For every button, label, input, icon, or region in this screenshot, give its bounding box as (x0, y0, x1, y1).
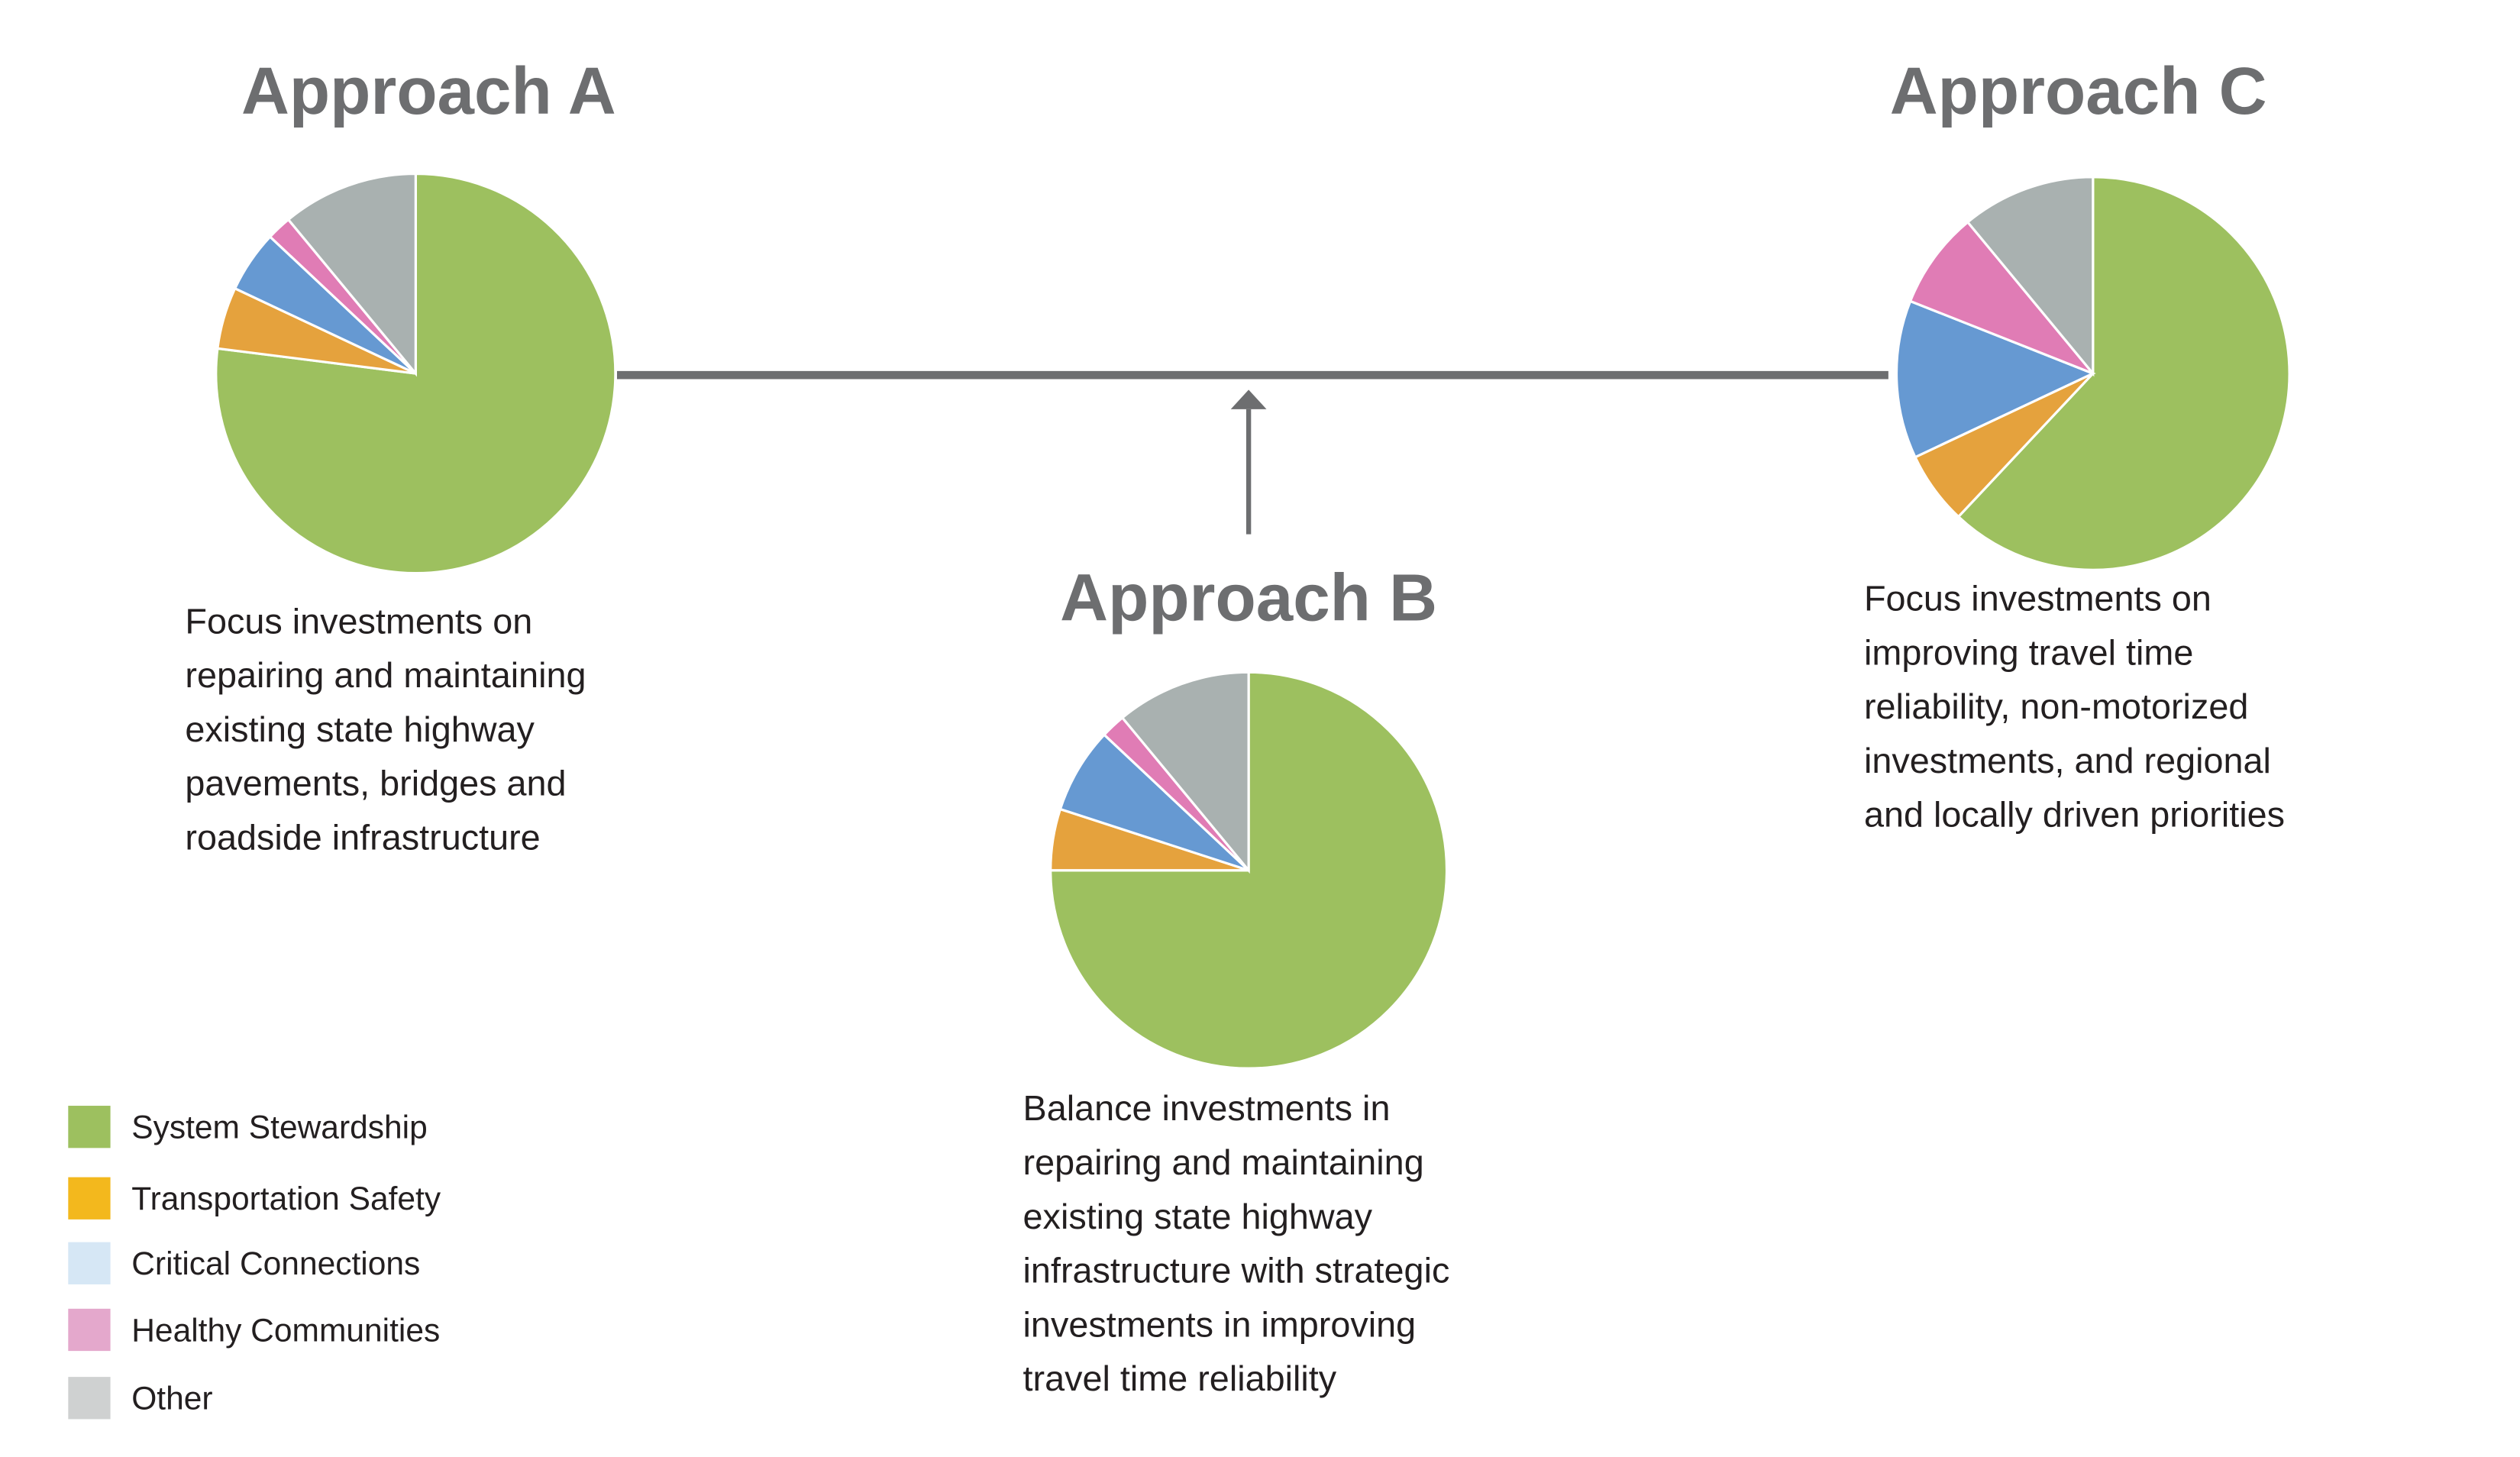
pie-slice (286, 172, 417, 377)
legend-label: System Stewardship (131, 1110, 428, 1146)
legend-swatch (68, 1242, 111, 1284)
pie-slice (1956, 176, 2291, 571)
description-line: repairing and maintaining (185, 655, 586, 695)
description-line: improving travel time (1864, 632, 2193, 672)
description-line: infrastructure with strategic (1023, 1251, 1450, 1291)
legend-swatch (68, 1308, 111, 1352)
description-line: travel time reliability (1023, 1358, 1337, 1398)
pie-title: Approach B (1060, 561, 1437, 635)
description-line: existing state highway (185, 709, 535, 749)
pie-slice (1908, 220, 2095, 375)
description-line: reliability, non-motorized (1864, 687, 2248, 726)
pie-title: Approach C (1890, 54, 2267, 128)
description-line: Focus investments on (185, 601, 532, 641)
legend-label: Healthy Communities (131, 1313, 440, 1349)
pie-slice (1966, 176, 2095, 377)
description-line: existing state highway (1023, 1197, 1373, 1236)
description-line: Balance investments in (1023, 1088, 1391, 1128)
legend-swatch (68, 1106, 111, 1148)
legend-label: Other (131, 1381, 212, 1417)
pie-slice (1049, 670, 1449, 1070)
description-line: Focus investments on (1864, 579, 2211, 619)
pie-slice (1058, 732, 1250, 872)
description-line: repairing and maintaining (1023, 1142, 1424, 1182)
description-line: pavements, bridges and (185, 764, 566, 803)
description-line: investments, and regional (1864, 741, 2271, 780)
description-line: investments in improving (1023, 1304, 1417, 1344)
description-line: and locally driven priorities (1864, 795, 2285, 835)
pie-slice (1120, 670, 1250, 874)
arrow-head (1230, 389, 1267, 409)
description-line: roadside infrastructure (185, 818, 540, 858)
pie-title: Approach A (241, 54, 616, 128)
legend-swatch (68, 1377, 111, 1420)
pie-slice (1895, 299, 2096, 459)
legend-swatch (68, 1177, 111, 1220)
legend-label: Critical Connections (131, 1246, 420, 1282)
legend-label: Transportation Safety (131, 1181, 441, 1217)
